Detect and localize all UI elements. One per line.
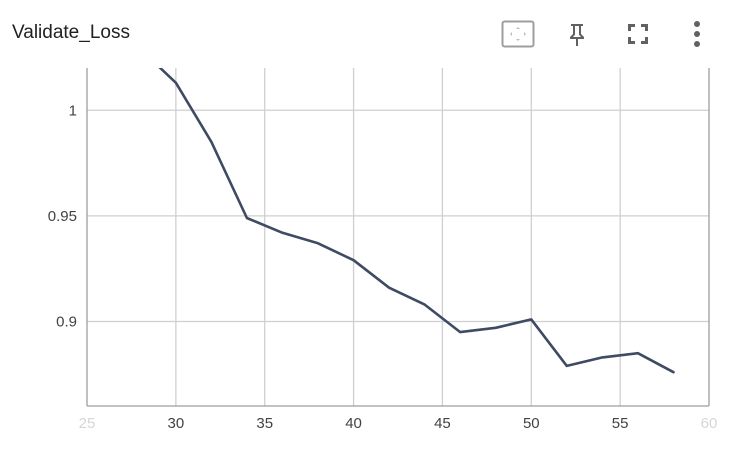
x-tick-label: 25 (79, 415, 96, 432)
series-layer (158, 68, 675, 374)
x-tick-label: 30 (168, 415, 185, 432)
x-tick-label: 55 (612, 415, 629, 432)
chart-title: Validate_Loss (12, 22, 130, 43)
fullscreen-icon (628, 24, 648, 44)
pin-icon (570, 24, 584, 46)
x-tick-label: 60 (701, 415, 718, 432)
fit-to-data-icon (501, 20, 535, 48)
fit-domain-button[interactable] (500, 16, 536, 52)
series-line-0 (158, 68, 675, 374)
x-tick-label: 35 (256, 415, 273, 432)
pin-button[interactable] (559, 16, 595, 52)
x-tick-label: 40 (345, 415, 362, 432)
x-tick-label: 45 (434, 415, 451, 432)
grid-layer (87, 68, 709, 406)
x-tick-label: 50 (523, 415, 540, 432)
axis-layer (86, 68, 710, 407)
y-tick-label: 1 (69, 102, 77, 119)
y-tick-label: 0.9 (56, 314, 77, 331)
tick-label-layer: 25 30 35 40 45 50 55 60 0.9 0.95 1 (48, 102, 718, 432)
more-menu-button[interactable] (679, 16, 715, 52)
y-tick-label: 0.95 (48, 208, 77, 225)
more-vert-icon (694, 21, 700, 47)
card-header: Validate_Loss (0, 0, 741, 66)
fullscreen-button[interactable] (620, 16, 656, 52)
